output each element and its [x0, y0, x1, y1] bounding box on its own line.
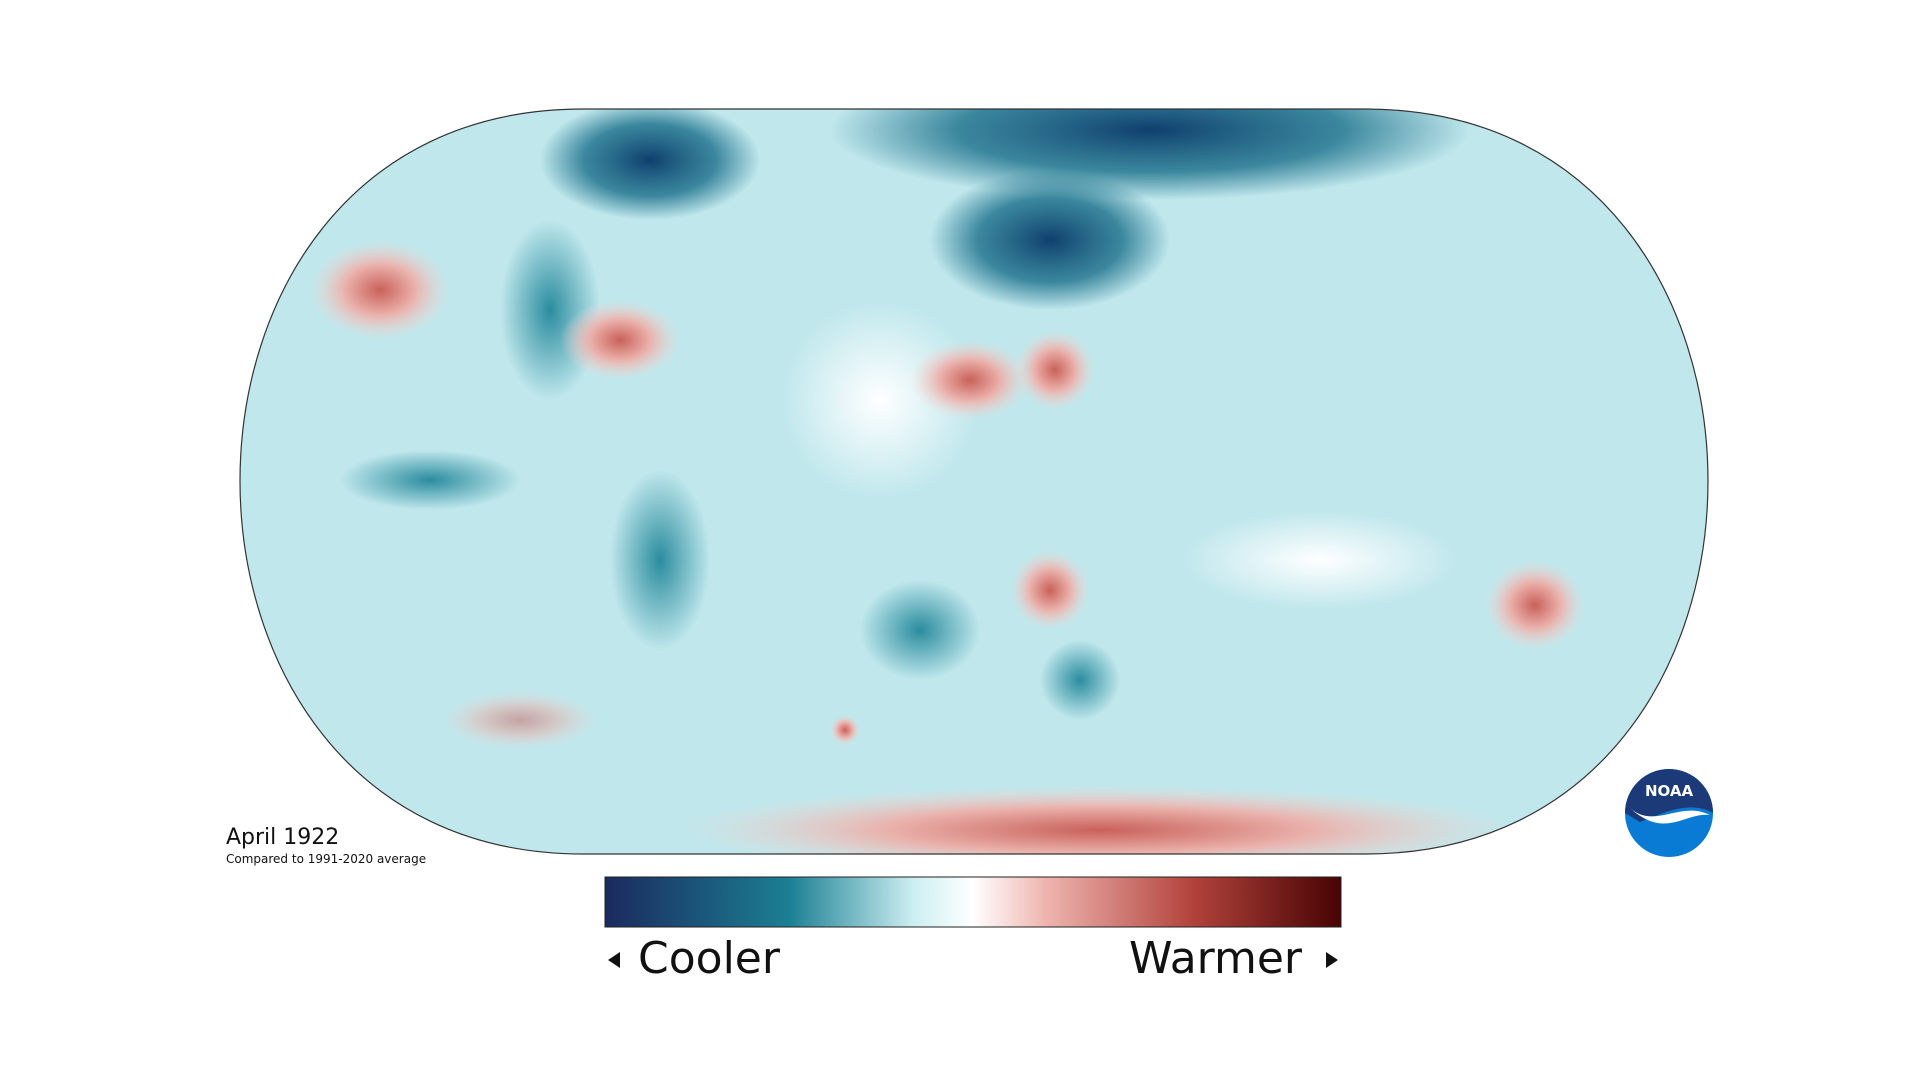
warmer-arrow	[1326, 952, 1338, 968]
cooler-arrow	[608, 952, 620, 968]
anomaly-field	[240, 109, 1708, 854]
noaa-logo: NOAA	[1625, 769, 1713, 857]
map-title: April 1922	[226, 825, 340, 850]
map-subtitle: Compared to 1991-2020 average	[226, 852, 427, 866]
legend-low: Cooler	[638, 933, 780, 984]
legend-high: Warmer	[1129, 933, 1302, 984]
logo-text: NOAA	[1645, 782, 1694, 800]
map-outline	[239, 108, 1709, 855]
color-bar	[604, 876, 1342, 928]
